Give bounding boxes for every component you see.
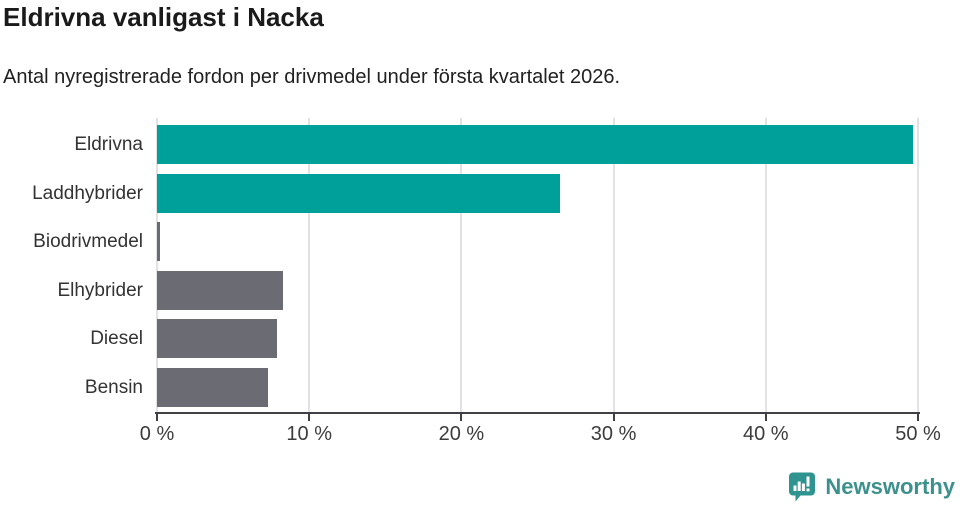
x-axis-tick xyxy=(460,414,463,421)
gridline xyxy=(308,118,311,412)
x-axis-tick-label: 20 % xyxy=(438,423,485,445)
bar-eldrivna xyxy=(157,125,914,164)
x-axis-tick-label: 10 % xyxy=(286,423,332,445)
gridline xyxy=(764,118,767,412)
gridline xyxy=(612,118,615,412)
bar-elhybrider xyxy=(157,270,284,310)
x-axis-tick-label: 30 % xyxy=(590,423,637,445)
brand-footer: Newsworthy xyxy=(787,471,955,502)
x-axis-tick-label: 0 % xyxy=(139,423,175,445)
gridline xyxy=(156,118,158,412)
gridline xyxy=(917,118,919,412)
x-axis-line xyxy=(155,412,920,414)
gridline xyxy=(460,118,463,412)
x-axis-tick xyxy=(764,414,767,421)
bar-laddhybrider xyxy=(157,173,561,213)
category-label: Diesel xyxy=(90,328,143,350)
chart: Eldrivna Laddhybrider Biodrivmedel Elhybrid… xyxy=(32,118,941,445)
chart-subtitle: Antal nyregistrerade fordon per drivmede… xyxy=(3,66,621,88)
newsworthy-logo-icon xyxy=(787,471,817,502)
brand-name: Newsworthy xyxy=(825,473,955,499)
bar-diesel xyxy=(157,319,278,359)
x-axis-tick xyxy=(308,414,311,421)
x-axis-tick-label: 50 % xyxy=(895,423,941,445)
category-label: Bensin xyxy=(84,377,143,398)
category-label: Eldrivna xyxy=(74,134,143,155)
x-axis-tick xyxy=(917,414,919,421)
bar-biodrivmedel xyxy=(157,222,161,262)
category-label: Biodrivmedel xyxy=(33,231,143,253)
bar-bensin xyxy=(157,368,269,407)
x-axis-tick xyxy=(612,414,615,421)
page-title: Eldrivna vanligast i Nacka xyxy=(3,2,324,32)
x-axis-tick xyxy=(156,414,158,421)
category-label: Laddhybrider xyxy=(32,182,143,204)
x-axis-tick-label: 40 % xyxy=(743,423,789,445)
category-label: Elhybrider xyxy=(57,279,143,301)
